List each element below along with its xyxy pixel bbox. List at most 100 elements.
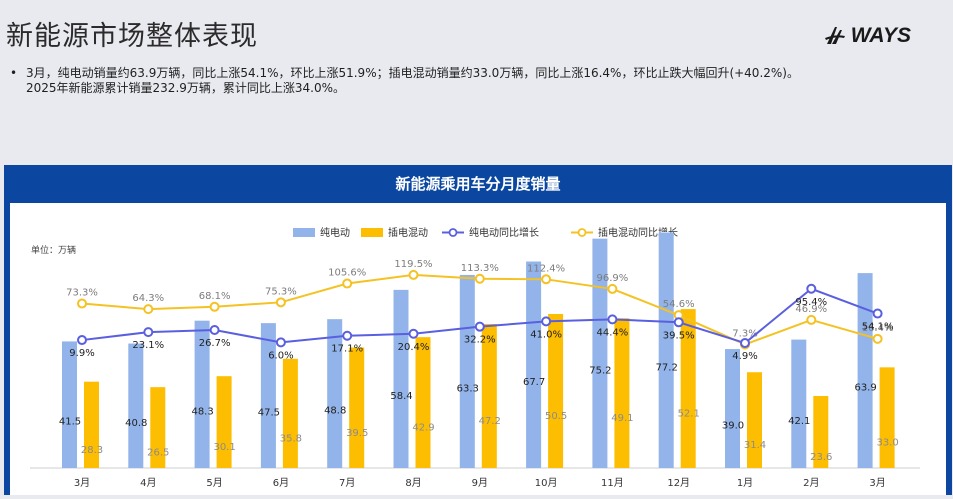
bev-bar-0	[62, 341, 77, 468]
bev-growth-marker-3	[275, 337, 286, 348]
phev-bar-2	[216, 376, 232, 468]
bev-growth-marker-12	[872, 308, 883, 319]
bullet-dot: •	[10, 66, 18, 80]
phev-bar-label-7: 50.5	[545, 411, 567, 422]
bev-bar-label-10: 39.0	[722, 421, 744, 432]
phev-bar-5	[415, 337, 431, 468]
phev-bar-6	[481, 324, 497, 468]
bev-growth-marker-0	[77, 335, 87, 346]
bev-bar-label-0: 41.5	[59, 417, 81, 428]
phev-bar-11	[813, 396, 829, 468]
phev-growth-label-11: 46.9%	[795, 304, 827, 315]
bev-growth-label-9: 39.5%	[663, 330, 695, 341]
phev-growth-marker-12	[872, 333, 883, 344]
ways-logo-text: WAYS	[850, 24, 911, 47]
x-tick-label-6: 9月	[472, 477, 488, 489]
legend-marker-2	[448, 228, 458, 237]
bev-bar-label-8: 75.2	[589, 365, 611, 376]
phev-growth-label-4: 105.6%	[328, 268, 366, 279]
bev-growth-label-10: 4.9%	[732, 351, 757, 362]
phev-growth-label-3: 75.3%	[265, 286, 297, 297]
bev-growth-marker-4	[342, 330, 353, 341]
legend-swatch-1	[361, 228, 383, 237]
legend-label-3: 插电混动同比增长	[598, 226, 678, 239]
chart-title: 新能源乘用车分月度销量	[395, 175, 561, 193]
monthly-sales-chart: 单位：万辆 纯电动 插电混动 纯电动同比增长 插电混动同比增长 3月 41.5 28.3 4月 4…	[30, 226, 920, 489]
bev-bar-label-4: 48.8	[324, 406, 346, 417]
phev-bar-7	[548, 313, 564, 468]
phev-bar-label-4: 39.5	[346, 428, 368, 439]
x-tick-label-1: 4月	[140, 477, 156, 489]
bev-bar-label-3: 47.5	[258, 408, 280, 419]
bev-growth-label-4: 17.1%	[331, 344, 363, 355]
phev-growth-marker-3	[275, 297, 286, 308]
phev-growth-marker-5	[408, 269, 419, 280]
phev-bar-label-9: 52.1	[678, 409, 700, 420]
bev-bar-9	[658, 232, 674, 468]
phev-bar-label-11: 23.6	[810, 452, 832, 463]
chart-panel: 新能源乘用车分月度销量 单位：万辆 纯电动 插电混动 纯电动同比增长 插电混动同比增长 3…	[4, 165, 952, 495]
x-tick-label-7: 10月	[535, 477, 558, 489]
bev-growth-label-2: 26.7%	[199, 338, 231, 349]
phev-growth-marker-11	[806, 314, 817, 325]
bev-growth-label-5: 20.4%	[398, 342, 430, 353]
phev-bar-label-12: 33.0	[876, 438, 898, 449]
bev-growth-label-6: 32.2%	[464, 335, 496, 346]
phev-bar-8	[614, 318, 630, 468]
phev-growth-label-6: 113.3%	[461, 263, 499, 274]
bullet-line-1: 3月，纯电动销量约63.9万辆，同比上涨54.1%，环比上涨51.9%；插电混动…	[26, 66, 799, 80]
bev-growth-marker-2	[209, 324, 220, 335]
bev-bar-7	[526, 261, 542, 468]
phev-growth-marker-2	[209, 301, 220, 312]
phev-growth-label-2: 68.1%	[199, 291, 231, 302]
x-tick-label-4: 7月	[339, 477, 355, 489]
bev-growth-label-1: 23.1%	[132, 340, 164, 351]
bev-growth-marker-5	[408, 328, 419, 339]
unit-label: 单位：万辆	[31, 244, 76, 256]
phev-growth-label-10: 7.3%	[732, 328, 757, 339]
phev-growth-label-12: 16.4%	[862, 323, 894, 334]
phev-growth-marker-7	[541, 274, 552, 285]
phev-bar-label-3: 35.8	[280, 433, 302, 444]
ways-logo: WAYS	[823, 22, 911, 50]
bev-bar-4	[327, 319, 343, 468]
legend-label-0: 纯电动	[320, 226, 350, 239]
bev-bar-10	[725, 349, 740, 468]
phev-growth-label-1: 64.3%	[132, 293, 164, 304]
phev-bar-label-0: 28.3	[81, 445, 103, 456]
phev-growth-marker-1	[143, 304, 154, 315]
bev-bar-label-11: 42.1	[788, 416, 810, 427]
legend-label-2: 纯电动同比增长	[469, 226, 539, 239]
bev-growth-marker-1	[143, 327, 154, 338]
bev-growth-label-3: 6.0%	[268, 350, 293, 361]
x-tick-label-10: 1月	[737, 477, 753, 489]
bev-bar-6	[459, 274, 475, 468]
legend-swatch-0	[293, 228, 315, 237]
phev-growth-marker-6	[474, 273, 485, 284]
bev-growth-label-7: 41.0%	[530, 329, 562, 340]
page-title: 新能源市场整体表现	[6, 21, 258, 52]
x-tick-label-3: 6月	[273, 477, 289, 489]
bev-bar-label-2: 48.3	[191, 406, 213, 417]
bev-growth-label-12: 54.1%	[862, 322, 894, 333]
bev-bar-12	[857, 273, 873, 468]
phev-growth-label-0: 73.3%	[66, 288, 98, 299]
x-tick-label-2: 5月	[206, 477, 222, 489]
bev-bar-11	[791, 339, 807, 468]
bev-bar-5	[393, 289, 409, 468]
x-tick-label-11: 2月	[803, 477, 819, 489]
phev-bar-4	[349, 347, 365, 468]
phev-bar-3	[282, 358, 298, 468]
bev-bar-label-1: 40.8	[125, 418, 147, 429]
legend-marker-3	[577, 228, 587, 237]
bev-growth-marker-10	[740, 338, 750, 349]
phev-growth-label-8: 96.9%	[597, 273, 629, 284]
phev-growth-marker-0	[77, 298, 87, 309]
plot-area: 单位：万辆 纯电动 插电混动 纯电动同比增长 插电混动同比增长 3月 41.5 28.3 4月 4…	[10, 203, 946, 495]
phev-growth-label-9: 54.6%	[663, 299, 695, 310]
bev-growth-marker-11	[806, 283, 817, 294]
bev-bar-label-9: 77.2	[656, 362, 678, 373]
phev-growth-label-7: 112.4%	[527, 263, 565, 274]
bev-bar-3	[260, 323, 276, 468]
bev-growth-marker-7	[541, 316, 552, 327]
